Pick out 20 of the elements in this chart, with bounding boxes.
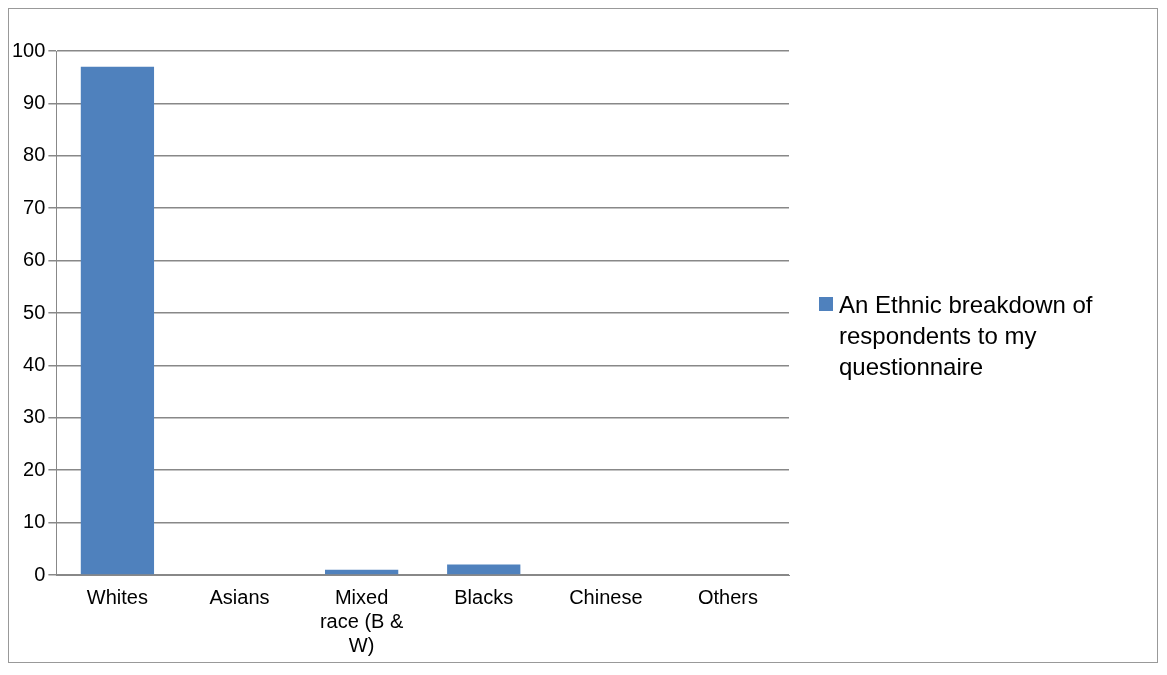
y-tick-label: 80 [23,142,46,165]
y-tick-label: 10 [23,509,46,532]
x-tick-label: Whites [86,585,148,608]
x-tick-label: Blacks [454,585,514,608]
y-tick-label: 90 [23,90,46,113]
y-tick-label: 20 [23,457,46,480]
bar [80,66,155,574]
x-tick-label: Chinese [569,585,643,608]
y-tick-label: 100 [11,38,46,61]
y-tick-label: 60 [23,247,46,270]
y-tick-label: 50 [23,300,46,323]
y-tick-label: 70 [23,195,46,218]
x-tick-label: Asians [209,585,270,608]
bar [447,564,521,574]
legend-label: An Ethnic breakdown of respondents to my questionnaire [839,290,1094,382]
x-tick-label: Mixed race (B & W) [319,585,404,656]
y-tick-label: 0 [34,562,46,585]
y-tick-label: 30 [23,404,46,427]
x-tick-label: Others [697,585,758,608]
y-tick-label: 40 [23,352,46,375]
